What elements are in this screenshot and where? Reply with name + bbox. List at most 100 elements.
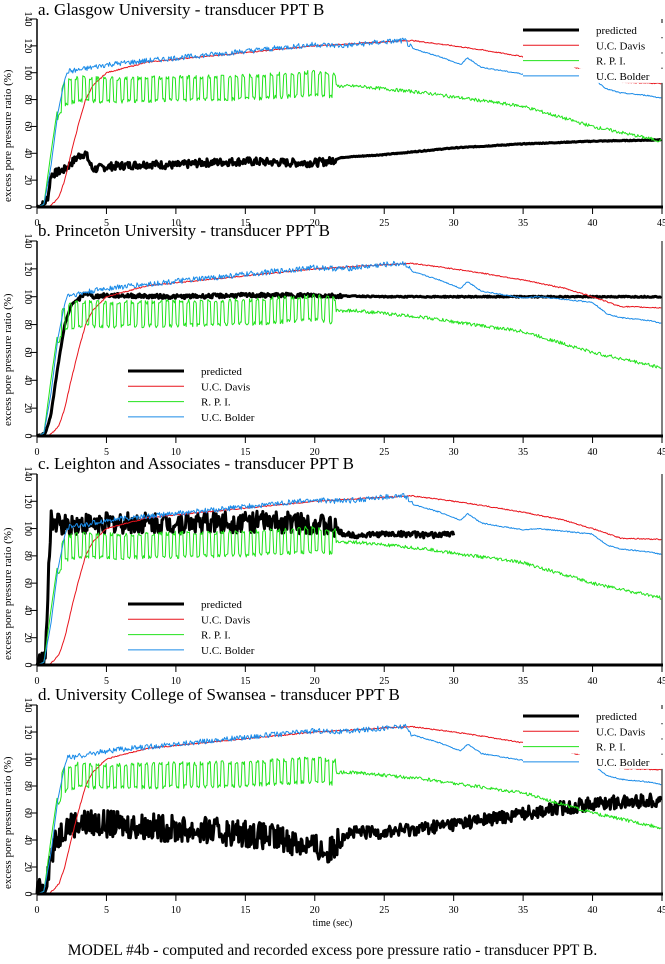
legend-label: U.C. Bolder — [596, 71, 650, 83]
panel-d-ylabel: excess pore pressure ratio (%) — [2, 756, 14, 889]
x-tick-label: 30 — [449, 218, 459, 229]
panel-c: 0 20 40 60 80 100 120 140 0 5 10 15 20 25 30 35 40 45 pred… — [22, 467, 665, 688]
y-tick-label: 100 — [22, 521, 33, 536]
legend-label: R. P. I. — [201, 630, 231, 642]
series-u-c-davis — [36, 262, 662, 437]
series-u-c-bolder — [36, 493, 662, 666]
y-tick-label: 0 — [22, 205, 33, 210]
series-u-c-bolder — [36, 260, 662, 437]
x-tick-label: 15 — [240, 447, 250, 458]
y-tick-label: 40 — [22, 148, 33, 158]
legend-label: U.C. Davis — [596, 726, 645, 738]
y-tick-label: 0 — [22, 434, 33, 439]
x-axis-label: time (sec) — [312, 918, 353, 929]
panel-a-title: a. Glasgow University - transducer PPT B — [38, 0, 325, 19]
panel-d-title: d. University College of Swansea - trans… — [38, 685, 400, 704]
legend-label: U.C. Bolder — [201, 645, 255, 657]
x-tick-label: 15 — [240, 905, 250, 916]
legend-label: U.C. Davis — [201, 614, 250, 626]
y-tick-label: 80 — [22, 320, 33, 330]
y-tick-label: 80 — [22, 781, 33, 791]
legend: predicted U.C. Davis R. P. I. U.C. Bolder — [523, 709, 663, 769]
x-tick-label: 30 — [449, 905, 459, 916]
legend-label: R. P. I. — [596, 742, 626, 754]
y-tick-label: 140 — [22, 467, 33, 482]
y-tick-label: 120 — [22, 261, 33, 276]
y-tick-label: 80 — [22, 95, 33, 105]
y-tick-label: 100 — [22, 65, 33, 80]
x-tick-label: 20 — [310, 905, 320, 916]
x-tick-label: 20 — [310, 447, 320, 458]
x-tick-label: 10 — [171, 676, 181, 687]
x-tick-label: 25 — [379, 218, 389, 229]
x-tick-label: 10 — [171, 905, 181, 916]
y-tick-label: 60 — [22, 121, 33, 131]
y-tick-label: 60 — [22, 347, 33, 357]
x-tick-label: 5 — [104, 905, 109, 916]
x-tick-label: 25 — [379, 676, 389, 687]
x-tick-label: 35 — [518, 447, 528, 458]
series-predicted — [35, 138, 662, 209]
x-tick-label: 35 — [518, 676, 528, 687]
panel-b: 0 20 40 60 80 100 120 140 0 5 10 15 20 25 30 35 40 45 pred… — [22, 234, 665, 459]
x-tick-label: 35 — [518, 905, 528, 916]
x-tick-label: 5 — [104, 218, 109, 229]
y-tick-label: 120 — [22, 494, 33, 509]
x-tick-label: 25 — [379, 905, 389, 916]
y-tick-label: 20 — [22, 403, 33, 413]
panel-a: 0 20 40 60 80 100 120 140 0 5 10 15 20 25 30 35 40 45 pred… — [22, 12, 665, 230]
y-tick-label: 40 — [22, 375, 33, 385]
legend-label: predicted — [201, 366, 242, 378]
series-r-p-i — [36, 293, 662, 437]
y-tick-label: 40 — [22, 605, 33, 615]
legend-label: U.C. Davis — [201, 381, 250, 393]
legend-label: U.C. Bolder — [596, 757, 650, 769]
y-tick-label: 120 — [22, 38, 33, 53]
x-tick-label: 35 — [518, 218, 528, 229]
series-r-p-i — [36, 525, 662, 666]
y-tick-label: 140 — [22, 698, 33, 713]
x-tick-label: 40 — [588, 676, 598, 687]
x-tick-label: 30 — [449, 676, 459, 687]
legend: predicted U.C. Davis R. P. I. U.C. Bolder — [128, 364, 268, 424]
series-predicted — [35, 792, 663, 896]
y-tick-label: 40 — [22, 835, 33, 845]
y-tick-label: 100 — [22, 289, 33, 304]
panel-d: 0 20 40 60 80 100 120 140 0 5 10 15 20 25 30 35 40 45 pred… — [22, 698, 665, 917]
x-tick-label: 0 — [35, 905, 40, 916]
x-tick-label: 10 — [171, 218, 181, 229]
x-tick-label: 20 — [310, 218, 320, 229]
y-tick-label: 60 — [22, 578, 33, 588]
x-tick-label: 40 — [588, 447, 598, 458]
y-tick-label: 140 — [22, 12, 33, 27]
x-tick-label: 45 — [657, 676, 665, 687]
x-tick-label: 5 — [104, 447, 109, 458]
x-tick-label: 45 — [657, 447, 665, 458]
y-tick-label: 60 — [22, 808, 33, 818]
x-tick-label: 30 — [449, 447, 459, 458]
panel-b-title: b. Princeton University - transducer PPT… — [38, 221, 330, 240]
y-tick-label: 20 — [22, 862, 33, 872]
panel-b-ylabel: excess pore pressure ratio (%) — [2, 293, 14, 426]
x-tick-label: 15 — [240, 676, 250, 687]
x-tick-label: 0 — [35, 218, 40, 229]
legend-label: U.C. Bolder — [201, 412, 255, 424]
legend-label: predicted — [596, 711, 637, 723]
y-tick-label: 20 — [22, 633, 33, 643]
legend-label: R. P. I. — [596, 56, 626, 68]
x-tick-label: 15 — [240, 218, 250, 229]
y-tick-label: 20 — [22, 175, 33, 185]
x-tick-label: 0 — [35, 447, 40, 458]
y-tick-label: 120 — [22, 725, 33, 740]
x-tick-label: 45 — [657, 218, 665, 229]
x-tick-label: 0 — [35, 676, 40, 687]
x-tick-label: 5 — [104, 676, 109, 687]
y-tick-label: 0 — [22, 663, 33, 668]
x-tick-label: 40 — [588, 218, 598, 229]
series-predicted — [35, 509, 456, 667]
legend-label: predicted — [201, 599, 242, 611]
legend: predicted U.C. Davis R. P. I. U.C. Bolder — [128, 597, 268, 657]
series-r-p-i — [36, 756, 662, 895]
